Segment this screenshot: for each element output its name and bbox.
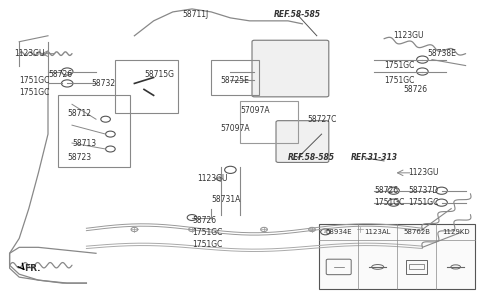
Text: 57097A: 57097A — [221, 124, 251, 133]
Bar — [240, 101, 298, 143]
Text: 1123GU: 1123GU — [14, 49, 45, 58]
Bar — [115, 60, 178, 113]
Text: REF.58-585: REF.58-585 — [288, 153, 335, 162]
FancyBboxPatch shape — [276, 121, 329, 162]
Bar — [58, 95, 130, 167]
Text: 1123AL: 1123AL — [364, 229, 391, 235]
Text: 58727C: 58727C — [307, 115, 336, 124]
Text: 1751GC: 1751GC — [384, 76, 414, 85]
Text: 1751GC: 1751GC — [19, 88, 49, 97]
Text: 58715G: 58715G — [144, 70, 174, 79]
Text: 1751GC: 1751GC — [374, 198, 405, 207]
Text: 58713: 58713 — [72, 139, 96, 148]
Bar — [406, 260, 427, 274]
Text: REF.58-585: REF.58-585 — [274, 10, 321, 19]
Text: 58731A: 58731A — [211, 195, 240, 204]
Text: a: a — [324, 229, 327, 234]
Text: 58732: 58732 — [91, 79, 115, 88]
Bar — [319, 224, 475, 289]
Text: 1751GC: 1751GC — [192, 228, 222, 237]
Bar — [409, 264, 424, 269]
Text: 58726: 58726 — [374, 186, 398, 195]
Text: 58723: 58723 — [67, 153, 91, 162]
Text: 1123GU: 1123GU — [394, 31, 424, 40]
Text: 58934E: 58934E — [325, 229, 352, 235]
FancyBboxPatch shape — [252, 40, 329, 97]
Text: 1123GU: 1123GU — [408, 168, 439, 177]
Text: 1123GU: 1123GU — [197, 174, 228, 183]
Text: 58725E: 58725E — [221, 76, 250, 85]
Text: 1751GC: 1751GC — [408, 198, 438, 207]
Text: 58738E: 58738E — [427, 49, 456, 58]
Text: REF.31-313: REF.31-313 — [350, 153, 397, 162]
Text: FR.: FR. — [24, 264, 40, 273]
Text: 1751GC: 1751GC — [384, 61, 414, 70]
Text: 58737D: 58737D — [408, 186, 438, 195]
Text: 1751GC: 1751GC — [192, 240, 222, 249]
Text: 58712: 58712 — [67, 109, 91, 118]
Text: 58762B: 58762B — [403, 229, 430, 235]
Text: 1751GC: 1751GC — [19, 76, 49, 85]
Text: 57097A: 57097A — [240, 106, 270, 115]
Text: 58711J: 58711J — [182, 10, 209, 19]
Text: 58726: 58726 — [192, 216, 216, 225]
Text: 1129KD: 1129KD — [442, 229, 469, 235]
Bar — [211, 60, 259, 95]
Text: 58726: 58726 — [403, 85, 427, 94]
Text: 58726: 58726 — [48, 70, 72, 79]
